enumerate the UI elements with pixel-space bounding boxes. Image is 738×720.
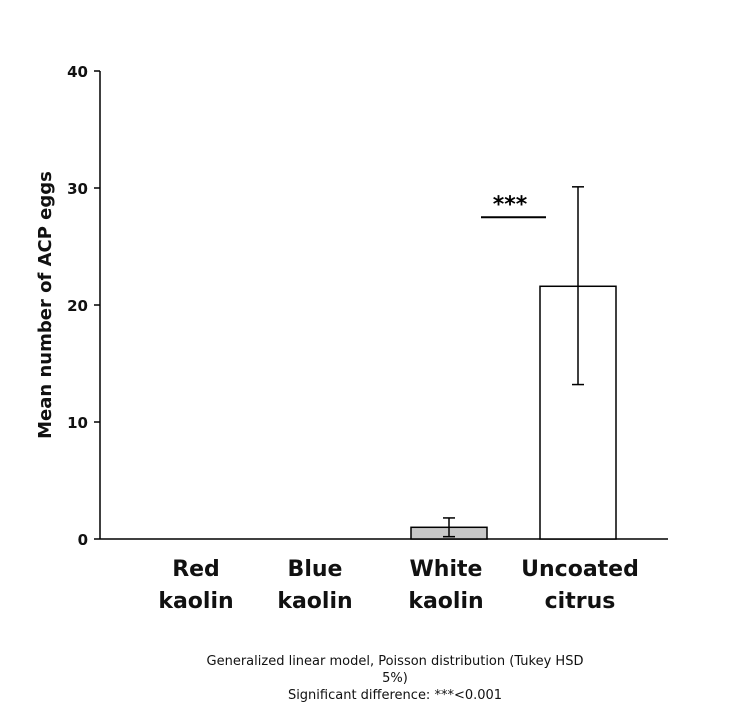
y-tick-label: 10 bbox=[67, 414, 88, 432]
y-tick-label: 20 bbox=[67, 297, 88, 315]
category-label-red-kaolin: Red kaolin bbox=[126, 554, 266, 618]
footnote-line: Generalized linear model, Poisson distri… bbox=[206, 654, 584, 669]
y-tick-label: 0 bbox=[78, 531, 88, 549]
category-label-line: Blue bbox=[287, 557, 343, 582]
category-label-line: Red bbox=[172, 557, 220, 582]
category-label-line: Uncoated bbox=[521, 557, 639, 582]
bars bbox=[410, 285, 617, 540]
footnote-line: Significant difference: ***<0.001 bbox=[287, 688, 503, 703]
category-label-line: kaolin bbox=[408, 589, 484, 614]
footnote-line: 5%) bbox=[382, 671, 408, 686]
category-label-line: kaolin bbox=[277, 589, 353, 614]
y-tick-label: 30 bbox=[67, 180, 88, 198]
category-label-line: kaolin bbox=[158, 589, 234, 614]
category-label-line: citrus bbox=[544, 589, 616, 614]
significance-stars: *** bbox=[493, 192, 528, 217]
y-tick-label: 40 bbox=[67, 63, 88, 81]
y-ticks: 0 10 20 30 40 bbox=[67, 63, 100, 549]
model-footnote: Generalized linear model, Poisson distri… bbox=[180, 653, 610, 704]
y-axis-label: Mean number of ACP eggs bbox=[35, 171, 56, 439]
category-label-blue-kaolin: Blue kaolin bbox=[245, 554, 385, 618]
category-label-uncoated-citrus: Uncoated citrus bbox=[510, 554, 650, 618]
error-bars bbox=[443, 186, 584, 538]
category-label-white-kaolin: White kaolin bbox=[376, 554, 516, 618]
category-label-line: White bbox=[409, 557, 483, 582]
